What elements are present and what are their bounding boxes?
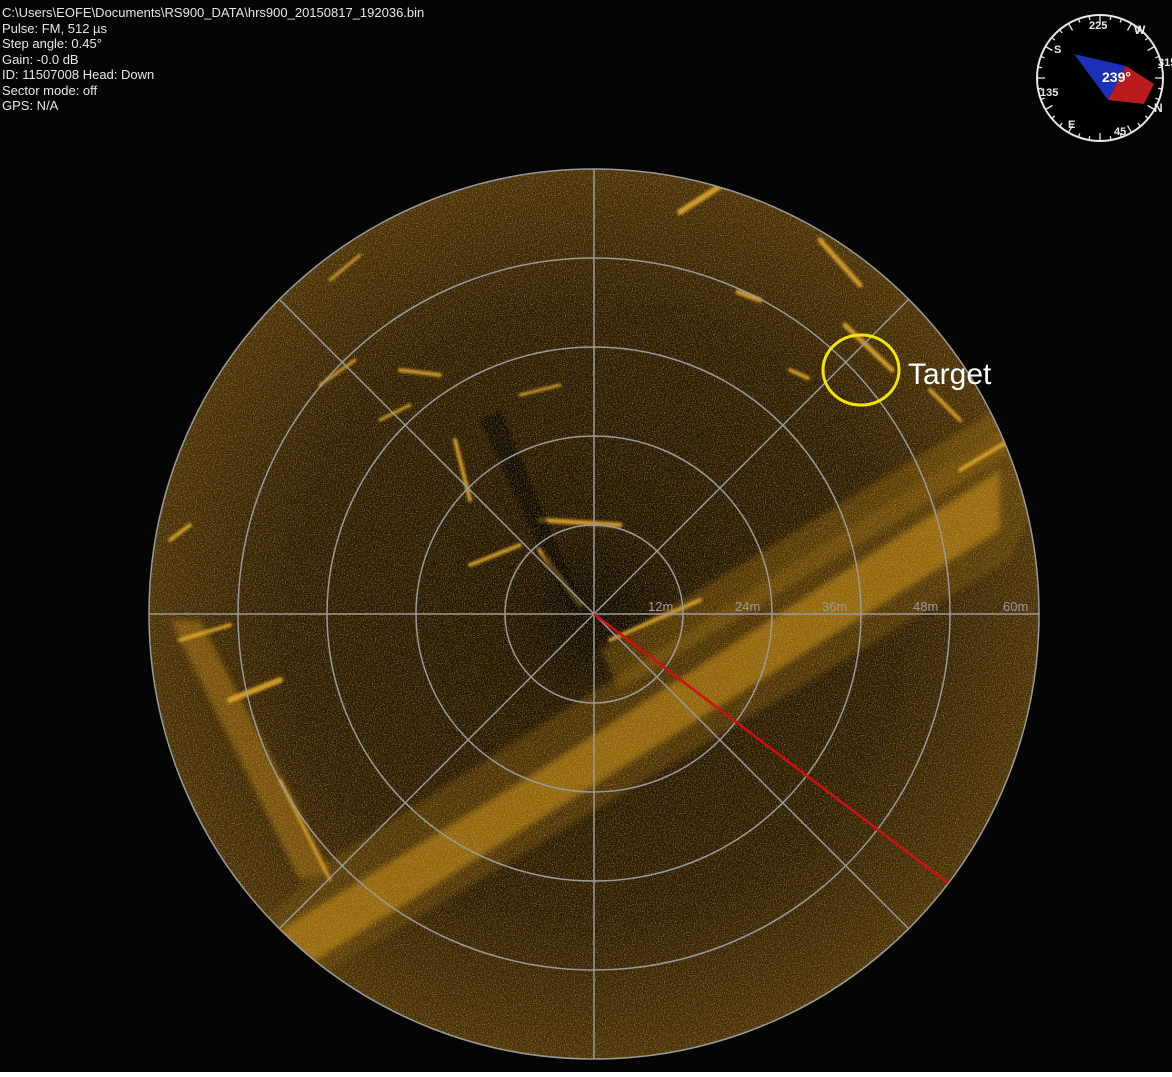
compass-tick [1045,104,1053,111]
compass-label-s: S [1054,44,1061,56]
compass-tick [1037,87,1043,90]
compass-tick [1040,97,1045,101]
range-label-48m: 48m [913,599,939,614]
compass-tick [1059,122,1063,127]
compass-tick [1037,66,1043,69]
compass-tick [1137,122,1141,127]
compass-label-315: 315 [1158,57,1172,69]
compass-needle-east [1108,66,1154,104]
range-label-36m: 36m [822,599,848,614]
compass-label-45: 45 [1114,126,1126,138]
compass-tick [1088,135,1091,141]
compass-tick [1045,45,1053,52]
gain-text: Gain: -0.0 dB [2,51,79,67]
compass-heading: 239° [1102,69,1131,85]
compass-tick [1147,104,1155,111]
compass-tick [1109,15,1112,21]
compass-label-w: W [1134,23,1146,37]
compass-label-225: 225 [1089,20,1107,32]
compass-tick [1077,18,1081,23]
compass-tick [1157,66,1163,69]
compass-ticks [1037,15,1163,141]
compass-tick [1137,29,1141,34]
range-label-60m: 60m [1003,599,1029,614]
heading-line [593,613,949,884]
compass-tick [1157,87,1163,90]
compass-tick [1067,125,1074,133]
compass-tick [1155,55,1160,59]
compass-tick [1119,133,1123,138]
info-panel: C:\Users\EOFE\Documents\RS900_DATA\hrs90… [2,5,424,114]
compass-tick [1147,45,1155,52]
file-path-text: C:\Users\EOFE\Documents\RS900_DATA\hrs90… [2,5,425,20]
id-head-text: ID: 11507008 Head: Down [2,67,155,82]
compass-tick [1067,23,1074,31]
compass-tick [1051,37,1056,41]
gps-text: GPS: N/A [2,98,59,113]
compass-tick [1059,29,1063,34]
compass-label-n: N [1154,101,1163,115]
compass-tick [1088,15,1091,21]
compass-tick [1155,97,1160,101]
range-label-12m: 12m [648,599,674,614]
compass-widget[interactable]: 239° 225 W 315 S 135 N E 45 [1034,4,1172,154]
range-label-24m: 24m [735,599,761,614]
compass-label-e: E [1068,119,1075,131]
compass-tick [1051,115,1056,119]
compass-tick [1040,55,1045,59]
compass-tick [1144,115,1149,119]
compass-label-135: 135 [1040,87,1058,99]
compass-tick [1126,23,1133,31]
compass-needle-west [1074,54,1126,100]
compass-tick [1109,135,1112,141]
target-label: Target [908,358,992,391]
compass-tick [1119,18,1123,23]
target-ring[interactable] [821,333,901,407]
compass-tick [1077,133,1081,138]
sector-mode-text: Sector mode: off [2,82,98,98]
compass-tick [1144,37,1149,41]
compass-tick [1126,125,1133,133]
step-angle-text: Step angle: 0.45° [2,36,102,51]
pulse-text: Pulse: FM, 512 µs [2,20,108,36]
